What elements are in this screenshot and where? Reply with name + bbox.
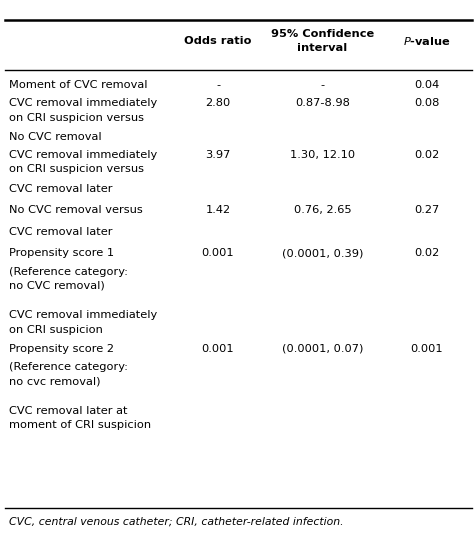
Text: CVC removal immediately: CVC removal immediately: [9, 150, 158, 160]
Text: CVC removal later: CVC removal later: [9, 227, 113, 237]
Text: CVC removal immediately: CVC removal immediately: [9, 99, 158, 108]
Text: on CRI suspicion versus: on CRI suspicion versus: [9, 113, 145, 123]
Text: 0.001: 0.001: [410, 344, 443, 354]
Text: Odds ratio: Odds ratio: [184, 36, 252, 46]
Text: CVC removal later at: CVC removal later at: [9, 406, 128, 416]
Text: $\it{P}$-value: $\it{P}$-value: [403, 35, 450, 47]
Text: Propensity score 1: Propensity score 1: [9, 248, 115, 258]
Text: 0.02: 0.02: [414, 150, 439, 160]
Text: -: -: [216, 80, 220, 90]
Text: no cvc removal): no cvc removal): [9, 376, 101, 386]
Text: Propensity score 2: Propensity score 2: [9, 344, 115, 354]
Text: 1.42: 1.42: [205, 205, 231, 215]
Text: CVC, central venous catheter; CRI, catheter-related infection.: CVC, central venous catheter; CRI, cathe…: [9, 516, 344, 526]
Text: (Reference category:: (Reference category:: [9, 362, 128, 372]
Text: Moment of CVC removal: Moment of CVC removal: [9, 80, 148, 90]
Text: 2.80: 2.80: [205, 99, 231, 108]
Text: 1.30, 12.10: 1.30, 12.10: [290, 150, 355, 160]
Text: no CVC removal): no CVC removal): [9, 281, 105, 291]
Text: on CRI suspicion versus: on CRI suspicion versus: [9, 164, 145, 175]
Text: interval: interval: [297, 43, 347, 53]
Text: No CVC removal: No CVC removal: [9, 132, 102, 142]
Text: 0.27: 0.27: [414, 205, 439, 215]
Text: 95% Confidence: 95% Confidence: [271, 30, 374, 39]
Text: 0.001: 0.001: [202, 344, 234, 354]
Text: (0.0001, 0.39): (0.0001, 0.39): [282, 248, 363, 258]
Text: 0.08: 0.08: [414, 99, 439, 108]
Text: 0.76, 2.65: 0.76, 2.65: [293, 205, 351, 215]
Text: No CVC removal versus: No CVC removal versus: [9, 205, 143, 215]
Text: 0.04: 0.04: [414, 80, 439, 90]
Text: 0.87-8.98: 0.87-8.98: [295, 99, 350, 108]
Text: 0.001: 0.001: [202, 248, 234, 258]
Text: -: -: [320, 80, 324, 90]
Text: (Reference category:: (Reference category:: [9, 267, 128, 277]
Text: 3.97: 3.97: [205, 150, 231, 160]
Text: on CRI suspicion: on CRI suspicion: [9, 324, 103, 335]
Text: moment of CRI suspicion: moment of CRI suspicion: [9, 420, 152, 430]
Text: (0.0001, 0.07): (0.0001, 0.07): [282, 344, 363, 354]
Text: 0.02: 0.02: [414, 248, 439, 258]
Text: CVC removal later: CVC removal later: [9, 184, 113, 194]
Text: CVC removal immediately: CVC removal immediately: [9, 310, 158, 320]
